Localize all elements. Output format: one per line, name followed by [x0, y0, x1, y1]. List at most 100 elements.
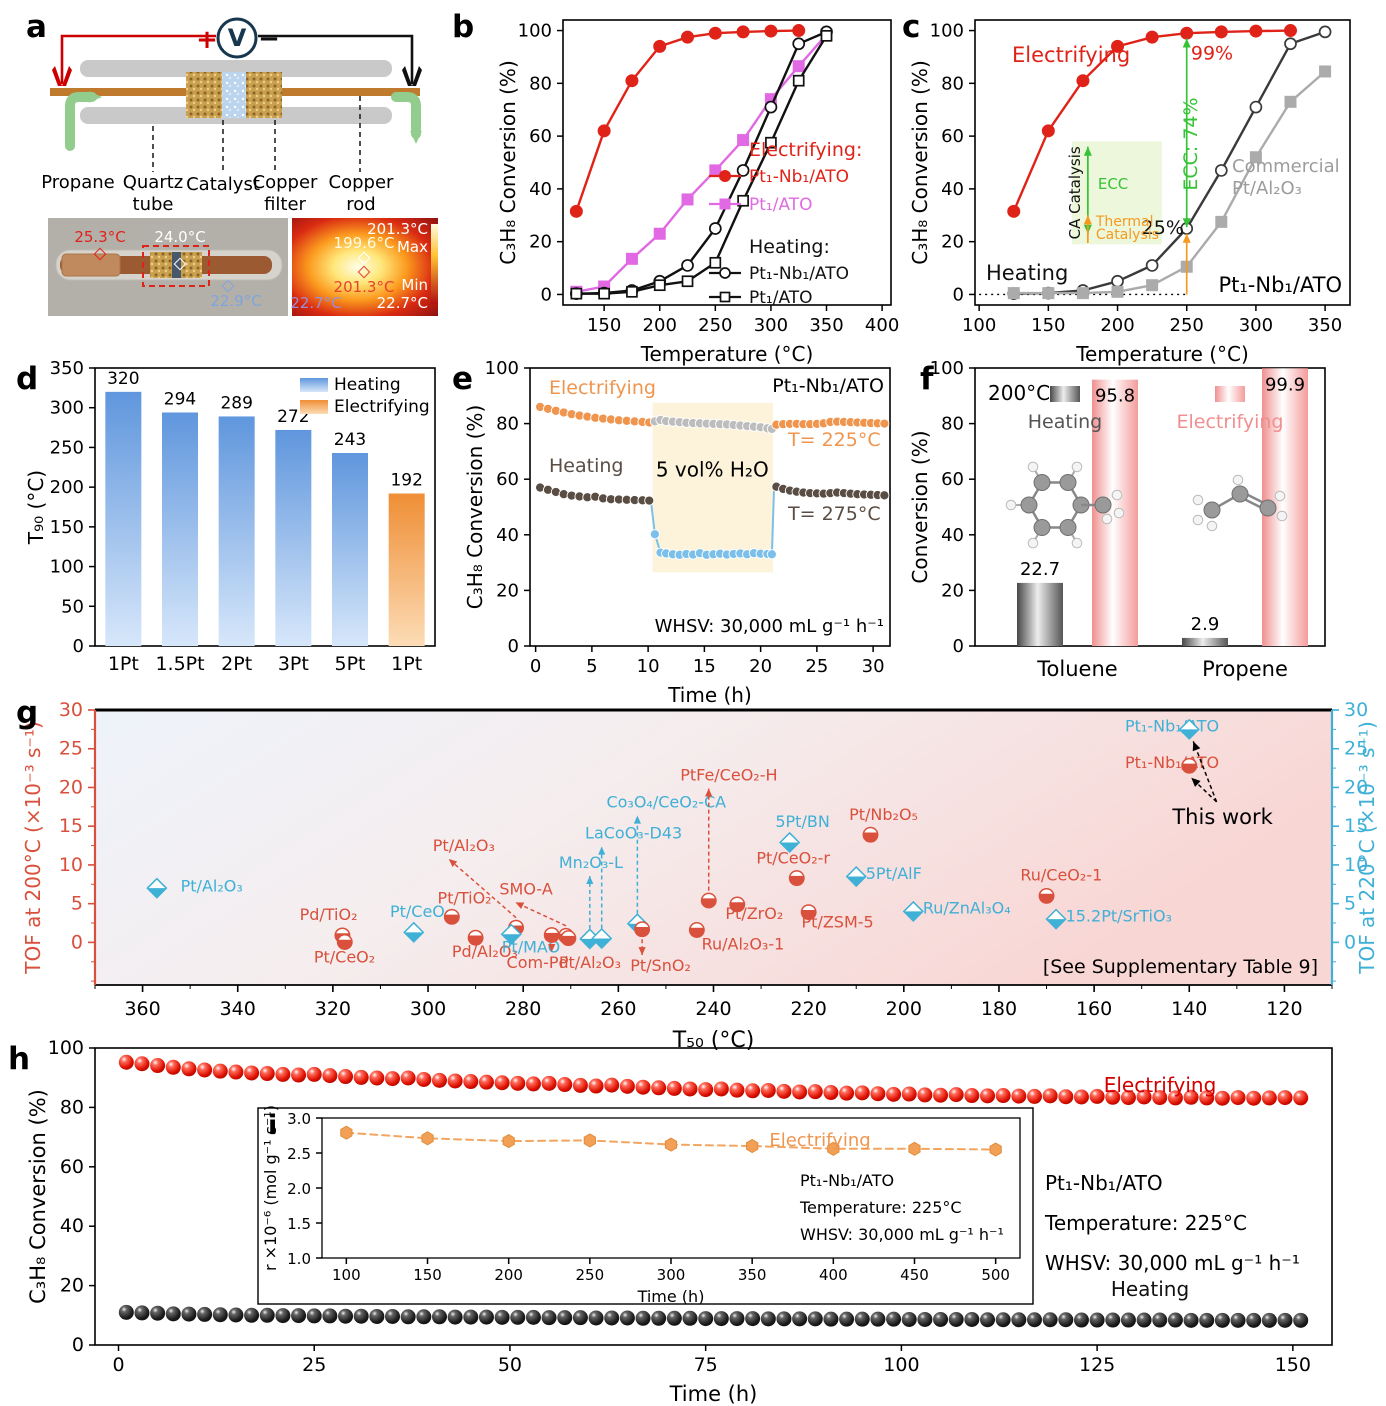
x-tick-label: 150	[1275, 1354, 1311, 1376]
hydrogen-atom	[1274, 490, 1286, 502]
x-tick-label: 200	[1100, 315, 1134, 336]
x-tick-label: 250	[698, 315, 732, 336]
x-tick-label: 50	[498, 1354, 522, 1376]
ir-corner-value: 22.7°C	[290, 294, 341, 312]
sphere-marker-electrifying	[1261, 1090, 1277, 1106]
sphere-marker-electrifying	[1152, 1090, 1168, 1106]
catalyst-point-label: Pt/Nb₂O₅	[849, 805, 918, 824]
x-tick-label: 300	[754, 315, 788, 336]
y-tick-label: 2.5	[287, 1145, 311, 1163]
hexagon-marker	[502, 1134, 515, 1149]
marker-filled-square	[1215, 215, 1228, 228]
marker-filled-circle	[1283, 24, 1297, 38]
sphere-marker-heating	[275, 1308, 291, 1324]
sphere-marker-electrifying	[181, 1061, 197, 1077]
sphere-marker-heating	[886, 1311, 902, 1327]
x-tick-label: 100	[332, 1266, 361, 1284]
x-tick-label: 300	[1239, 315, 1273, 336]
copper-filter-right	[246, 72, 282, 118]
bar-3Pt-3	[275, 429, 312, 646]
sphere-marker-heating	[964, 1311, 980, 1327]
y-tick-label-left: 25	[59, 738, 83, 760]
y-tick-label: 20	[529, 232, 552, 253]
catalyst-point-label: Ru/ZnAl₃O₄	[923, 899, 1011, 918]
this-work-arrowhead-icon	[1191, 777, 1201, 787]
marker-half-circle-fill	[730, 902, 745, 912]
annotation-heating: Heating	[549, 455, 623, 477]
sphere-marker-heating	[1199, 1312, 1215, 1328]
hexagon-marker	[908, 1141, 921, 1156]
sphere-marker-electrifying	[854, 1085, 870, 1101]
sphere-marker-electrifying	[494, 1075, 510, 1091]
marker-dot	[879, 418, 890, 429]
ir-max-label: Max	[397, 238, 428, 256]
x-tick-label: 200	[886, 998, 922, 1020]
series-line-1	[575, 33, 828, 293]
sphere-marker-heating	[995, 1312, 1011, 1328]
annotation-temp: 200°C	[988, 381, 1050, 405]
legend-item-label: Pt₁-Nb₁/ATO	[749, 264, 849, 284]
marker-half-circle-fill	[789, 875, 804, 886]
y-tick-label-right: 25	[1344, 738, 1368, 760]
y-axis-title: T₉₀ (°C)	[24, 470, 48, 545]
sphere-marker-heating	[494, 1309, 510, 1325]
y-axis-title: C₃H₈ Conversion (%)	[463, 405, 487, 610]
sphere-marker-electrifying	[525, 1076, 541, 1092]
x-axis-title: Time (h)	[667, 683, 752, 707]
sphere-marker-heating	[1293, 1312, 1309, 1328]
wire-negative	[258, 34, 414, 84]
x-tick-label: 200	[494, 1266, 523, 1284]
sphere-marker-heating	[901, 1311, 917, 1327]
legend-electrifying-label: Electrifying	[1177, 411, 1284, 433]
sphere-marker-heating	[1277, 1312, 1293, 1328]
hydrogen-atom	[1027, 461, 1039, 473]
legend-electrifying-swatch	[1215, 386, 1245, 402]
y-tick-label: 0	[508, 636, 519, 657]
quartz-tube-top	[80, 60, 392, 77]
y-tick-label: 80	[529, 73, 552, 94]
marker-open-circle	[708, 222, 722, 235]
x-tick-label: 10	[637, 656, 660, 677]
bar-1Pt-0	[105, 391, 142, 646]
bar-1Pt-5	[388, 493, 425, 646]
marker-filled-circle	[764, 24, 778, 38]
marker-open-square	[570, 287, 583, 300]
x-tick-label: 20	[749, 656, 772, 677]
series-line-3	[575, 34, 828, 295]
thermal-arrow-head	[1182, 233, 1191, 243]
x-tick-label: 350	[809, 315, 843, 336]
catalyst-point-label: Com-Pd	[507, 953, 569, 972]
catalyst-point-label: Pt/Al₂O₃	[433, 836, 495, 855]
bar-1.5Pt-1	[162, 412, 198, 646]
sphere-marker-heating	[400, 1309, 416, 1325]
marker-open-square	[598, 287, 610, 300]
annotation-t225: T= 225°C	[787, 429, 881, 451]
x-tick-label: 5	[586, 656, 597, 677]
marker-filled-square	[1042, 287, 1055, 300]
photo-catalyst-band	[172, 252, 181, 278]
marker-filled-circle	[1076, 74, 1090, 88]
catalyst-point-label: Pd/TiO₂	[300, 905, 358, 924]
hydrogen-atom	[1071, 461, 1083, 473]
sphere-marker-heating	[651, 1310, 667, 1326]
x-tick-label: 400	[819, 1266, 848, 1284]
hexagon-marker	[827, 1141, 840, 1156]
annotation-99pct: 99%	[1191, 43, 1233, 65]
bar-category-label: Toluene	[1036, 657, 1117, 681]
label-arrowhead-icon	[515, 902, 525, 909]
panel-d-label: d	[16, 361, 39, 397]
annotation-catalyst: Pt₁-Nb₁/ATO	[1218, 273, 1342, 297]
sphere-marker-heating	[1261, 1312, 1277, 1328]
panel-e-chart: 0 5 10 15 20 25 30 0 20 40 60 80 100 Time (h) C₃H₈ Con…	[463, 358, 891, 707]
sphere-marker-electrifying	[431, 1072, 447, 1088]
electrode-clip-positive	[62, 66, 72, 86]
x-tick-label: 15	[693, 656, 716, 677]
legend-heating-label: Heating	[334, 375, 401, 395]
hydrogen-atom	[1027, 537, 1039, 549]
annotation-info-line: Temperature: 225°C	[1044, 1211, 1247, 1235]
sphere-marker-heating	[510, 1309, 526, 1325]
sphere-marker-electrifying	[150, 1058, 166, 1074]
marker-filled-square	[681, 193, 694, 206]
bar-value-label: 22.7	[1020, 559, 1060, 580]
marker-filled-circle	[597, 124, 611, 138]
